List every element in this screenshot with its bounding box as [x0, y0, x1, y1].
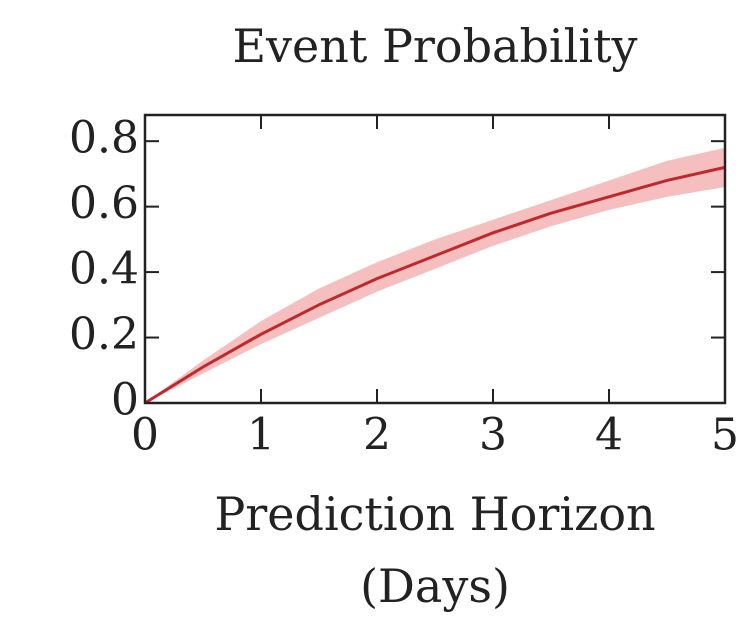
line [144, 165, 726, 405]
y-tick-label: 0.8 [69, 113, 139, 164]
x-tick-label: 3 [479, 410, 507, 461]
y-tick-label: 0.2 [69, 309, 139, 360]
plot-frame [143, 113, 727, 405]
chart-title: Event Probability [232, 19, 637, 73]
x-tick-label: 4 [595, 410, 623, 461]
y-tick-label: 0 [111, 375, 139, 426]
y-tick-label: 0.4 [69, 244, 139, 295]
x-tick-label: 0 [131, 410, 159, 461]
x-tick-label: 5 [711, 410, 739, 461]
x-tick-label: 2 [363, 410, 391, 461]
x-axis-label: Prediction Horizon [214, 487, 655, 541]
x-axis-label: (Days) [360, 559, 510, 613]
confidence-band [145, 147, 725, 403]
x-tick-label: 1 [247, 410, 275, 461]
y-tick-label: 0.6 [69, 178, 139, 229]
